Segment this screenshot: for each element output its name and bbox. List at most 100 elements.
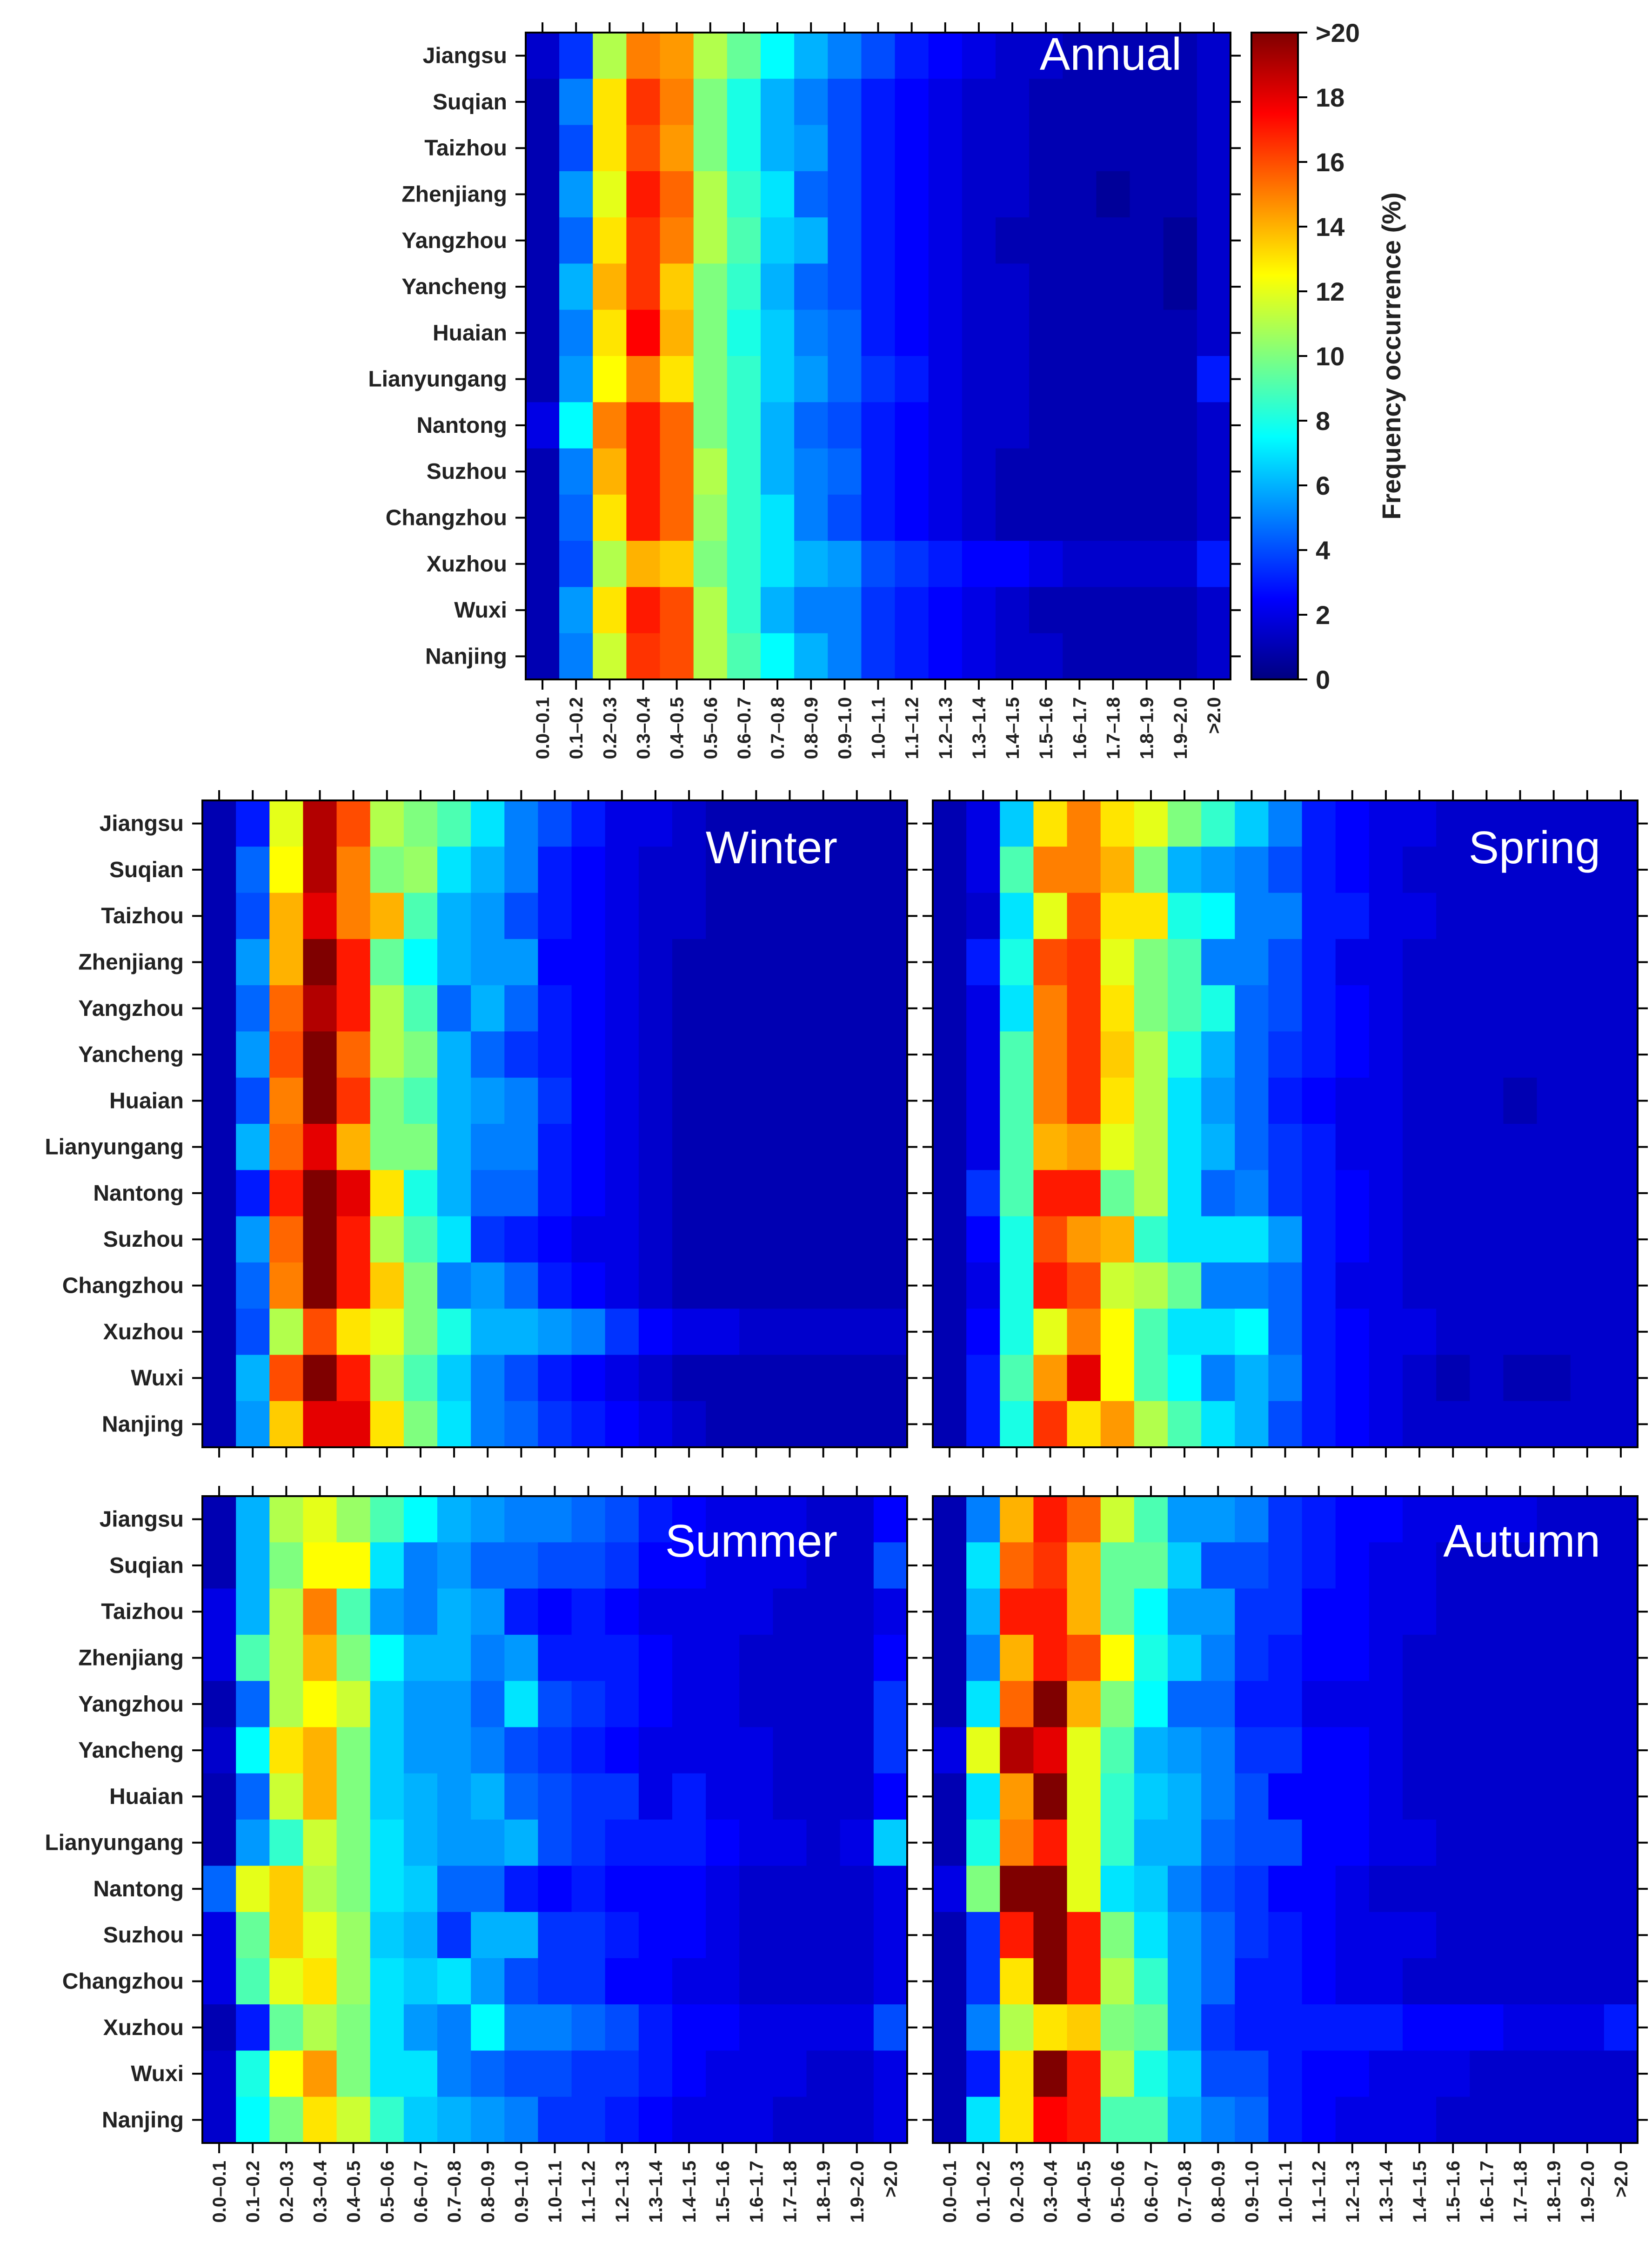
winter-cell bbox=[403, 939, 438, 986]
annual-cell bbox=[962, 356, 996, 403]
winter-cell bbox=[437, 939, 471, 986]
spring-cell bbox=[1235, 1031, 1269, 1078]
summer-cell bbox=[571, 1866, 606, 1913]
summer-cell bbox=[840, 1681, 874, 1728]
summer-cell bbox=[840, 1727, 874, 1774]
spring-cell bbox=[1436, 1170, 1470, 1217]
spring-cell bbox=[1369, 800, 1403, 847]
annual-cell bbox=[1096, 263, 1130, 310]
spring-cell bbox=[1067, 893, 1101, 940]
autumn-col-label: 0.9–1.0 bbox=[1242, 2161, 1262, 2223]
spring-cell bbox=[1436, 1031, 1470, 1078]
summer-cell bbox=[303, 1542, 337, 1589]
autumn-cell bbox=[1201, 1496, 1235, 1543]
summer-col-label: 0.4–0.5 bbox=[344, 2161, 364, 2223]
autumn-cell bbox=[1201, 2004, 1235, 2051]
autumn-cell bbox=[1235, 1958, 1269, 2005]
autumn-cell bbox=[1436, 1727, 1470, 1774]
annual-cell bbox=[928, 402, 963, 449]
winter-cell bbox=[437, 1262, 471, 1309]
spring-cell bbox=[1570, 939, 1605, 986]
summer-cell bbox=[638, 1727, 673, 1774]
winter-cell bbox=[873, 1309, 908, 1356]
spring-cell bbox=[1168, 1124, 1202, 1170]
autumn-cell bbox=[1604, 2096, 1638, 2143]
colorbar-tick-label: 8 bbox=[1316, 406, 1330, 436]
autumn-cell bbox=[1604, 1912, 1638, 1959]
winter-cell bbox=[840, 1077, 874, 1124]
autumn-cell bbox=[1100, 1958, 1135, 2005]
summer-cell bbox=[471, 1820, 505, 1866]
winter-cell bbox=[605, 893, 639, 940]
winter-cell bbox=[202, 1216, 236, 1263]
winter-cell bbox=[236, 1216, 270, 1263]
winter-cell bbox=[806, 1401, 841, 1448]
summer-cell bbox=[236, 1496, 270, 1543]
summer-cell bbox=[303, 1958, 337, 2005]
colorbar-tick-label: 16 bbox=[1316, 148, 1344, 177]
autumn-cell bbox=[1570, 1542, 1605, 1589]
summer-cell bbox=[706, 1681, 740, 1728]
spring-cell bbox=[1369, 939, 1403, 986]
annual-cell bbox=[727, 541, 761, 588]
autumn-cell bbox=[1033, 2004, 1068, 2051]
autumn-cell bbox=[1067, 1727, 1101, 1774]
annual-heatmap: JiangsuSuqianTaizhouZhenjiangYangzhouYan… bbox=[368, 22, 1241, 759]
summer-cell bbox=[336, 1866, 371, 1913]
spring-cell bbox=[1235, 1216, 1269, 1263]
annual-cell bbox=[794, 587, 828, 634]
spring-cell bbox=[1168, 846, 1202, 893]
autumn-cell bbox=[933, 1542, 967, 1589]
annual-cell bbox=[895, 541, 929, 588]
winter-cell bbox=[202, 1124, 236, 1170]
spring-cell bbox=[1302, 1355, 1336, 1402]
summer-cell bbox=[437, 1958, 471, 2005]
annual-cell bbox=[593, 402, 627, 449]
autumn-cell bbox=[1436, 1912, 1470, 1959]
summer-cell bbox=[840, 1496, 874, 1543]
summer-cell bbox=[672, 1681, 706, 1728]
winter-cell bbox=[706, 1401, 740, 1448]
autumn-cell bbox=[1302, 1681, 1336, 1728]
annual-cell bbox=[861, 309, 896, 356]
spring-cell bbox=[966, 1262, 1000, 1309]
autumn-cell bbox=[1201, 1634, 1235, 1681]
autumn-cell bbox=[1033, 1773, 1068, 1820]
winter-cell bbox=[504, 800, 539, 847]
annual-col-label: >2.0 bbox=[1204, 697, 1224, 734]
winter-cell bbox=[605, 1309, 639, 1356]
summer-cell bbox=[370, 1588, 404, 1635]
winter-cell bbox=[706, 846, 740, 893]
spring-cell bbox=[1134, 1216, 1168, 1263]
winter-cell bbox=[403, 1401, 438, 1448]
summer-cell bbox=[840, 2050, 874, 2097]
spring-cell bbox=[1369, 1216, 1403, 1263]
spring-cell bbox=[1067, 939, 1101, 986]
annual-cell bbox=[962, 33, 996, 79]
autumn-cell bbox=[933, 1912, 967, 1959]
winter-cell bbox=[403, 1355, 438, 1402]
spring-cell bbox=[933, 1170, 967, 1217]
winter-cell bbox=[706, 893, 740, 940]
spring-cell bbox=[1503, 800, 1538, 847]
autumn-cell bbox=[1604, 1634, 1638, 1681]
annual-cell bbox=[593, 587, 627, 634]
spring-cell bbox=[933, 939, 967, 986]
summer-cell bbox=[739, 1866, 774, 1913]
autumn-cell bbox=[1604, 2004, 1638, 2051]
winter-cell bbox=[638, 800, 673, 847]
winter-cell bbox=[437, 1355, 471, 1402]
winter-cell bbox=[873, 1401, 908, 1448]
winter-cell bbox=[504, 1401, 539, 1448]
summer-cell bbox=[471, 1958, 505, 2005]
winter-cell bbox=[840, 893, 874, 940]
annual-cell bbox=[727, 448, 761, 495]
autumn-cell bbox=[1100, 2050, 1135, 2097]
winter-cell bbox=[706, 1262, 740, 1309]
summer-cell bbox=[873, 2050, 908, 2097]
annual-cell bbox=[693, 125, 728, 172]
annual-cell bbox=[660, 633, 694, 680]
autumn-cell bbox=[1436, 1588, 1470, 1635]
spring-cell bbox=[1537, 893, 1571, 940]
summer-cell bbox=[706, 2050, 740, 2097]
